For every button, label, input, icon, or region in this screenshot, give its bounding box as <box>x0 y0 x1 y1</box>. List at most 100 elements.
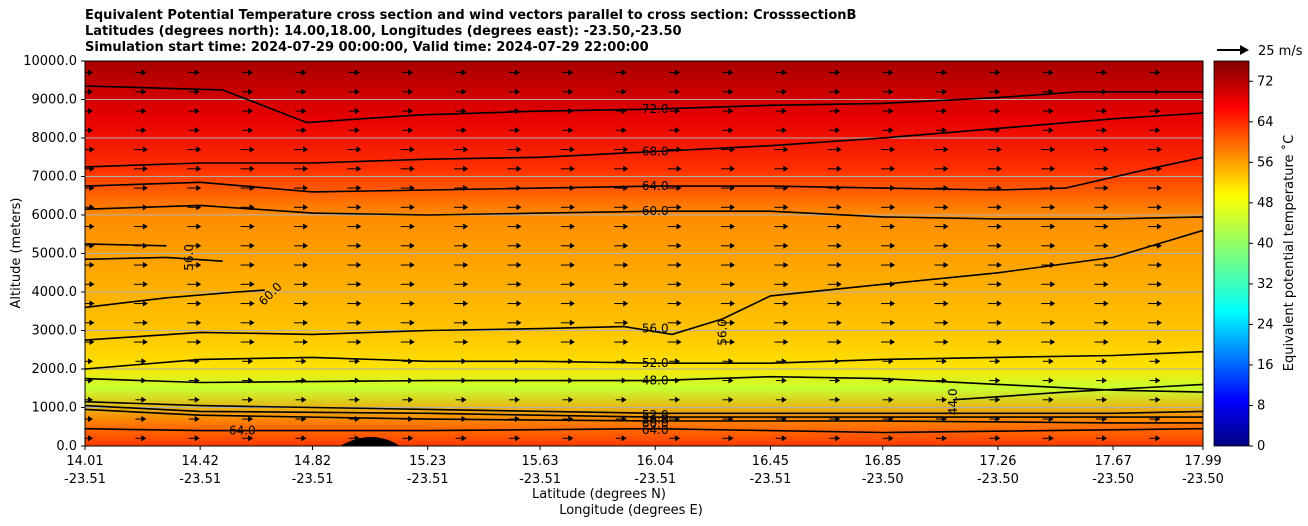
wind-vector-head <box>249 300 255 307</box>
wind-vector-head <box>996 185 1002 192</box>
wind-vector-head <box>1155 396 1161 403</box>
wind-vector-head <box>249 319 255 326</box>
wind-vector-head <box>835 108 841 115</box>
wind-vector-head <box>408 396 414 403</box>
wind-vector-head <box>835 377 841 384</box>
wind-vector-head <box>1048 127 1054 134</box>
contour-line-68 <box>85 112 1203 168</box>
y-tick-label: 0.0 <box>56 439 77 454</box>
wind-vector-head <box>302 146 308 153</box>
wind-vector-head <box>728 358 734 365</box>
wind-vector-head <box>409 281 415 288</box>
wind-vector-head <box>1155 377 1161 384</box>
x-axis-label-lat: Latitude (degrees N) <box>532 487 666 502</box>
x-tick-label-lon: -23.51 <box>519 472 561 487</box>
wind-vector-head <box>196 281 202 288</box>
wind-vector-head <box>941 416 947 423</box>
wind-vector-head <box>729 146 735 153</box>
wind-vector-head <box>196 242 202 249</box>
wind-vector-head <box>783 319 789 326</box>
wind-vector-head <box>1155 127 1161 134</box>
wind-vector-head <box>196 262 202 269</box>
wind-vector-head <box>783 339 789 346</box>
wind-vector-head <box>888 435 894 442</box>
wind-vector-head <box>461 69 467 76</box>
wind-vector-head <box>995 396 1001 403</box>
x-tick-label-lon: -23.51 <box>64 472 106 487</box>
wind-vector-head <box>356 339 362 346</box>
wind-vector-head <box>516 262 522 269</box>
wind-vector-head <box>1102 435 1108 442</box>
wind-vector-head <box>1155 435 1161 442</box>
wind-vector-head <box>409 339 415 346</box>
wind-vector-head <box>514 127 520 134</box>
wind-vector-head <box>781 108 787 115</box>
wind-vector-head <box>249 146 255 153</box>
wind-vector-head <box>141 88 147 95</box>
x-tick-label-lon: -23.51 <box>292 472 334 487</box>
wind-vector-head <box>356 165 362 172</box>
wind-vector-head <box>1103 319 1109 326</box>
wind-vector-head <box>302 262 308 269</box>
wind-vector-head <box>463 185 469 192</box>
wind-vector-head <box>514 435 520 442</box>
wind-vector-head <box>142 165 148 172</box>
wind-vector-head <box>1156 262 1162 269</box>
wind-vector-head <box>1155 69 1161 76</box>
wind-vector-head <box>888 358 894 365</box>
wind-vector-head <box>569 185 575 192</box>
wind-vector-head <box>89 319 95 326</box>
wind-vector-head <box>569 242 575 249</box>
wind-vector-head <box>302 242 308 249</box>
wind-vector-head <box>996 319 1002 326</box>
wind-vector-head <box>88 108 93 115</box>
x-tick-label-lon: -23.50 <box>1092 472 1134 487</box>
wind-vector-head <box>1103 339 1109 346</box>
wind-vector-head <box>514 416 520 423</box>
wind-vector-head <box>249 339 255 346</box>
wind-vector-head <box>1050 319 1056 326</box>
contour-line-56 <box>85 404 1203 418</box>
x-tick-label-lat: 16.85 <box>864 454 901 469</box>
wind-vector-head <box>89 223 95 230</box>
contour-line-56 <box>85 229 1203 341</box>
wind-vector-head <box>302 319 308 326</box>
wind-vector-head <box>781 358 787 365</box>
wind-vector-head <box>142 281 148 288</box>
colorbar-tick-label: 8 <box>1257 398 1265 413</box>
x-tick-label-lat: 16.45 <box>752 454 789 469</box>
wind-vector-head <box>88 88 93 95</box>
wind-vector-head <box>354 127 360 134</box>
wind-vector-head <box>621 108 627 115</box>
wind-vector-head <box>1155 108 1161 115</box>
wind-vector-head <box>728 88 734 95</box>
wind-vector-head <box>675 88 681 95</box>
wind-vector-head <box>89 281 95 288</box>
colorbar-tick-label: 24 <box>1257 317 1274 332</box>
wind-vector-head <box>675 69 681 76</box>
wind-vector-head <box>516 319 522 326</box>
wind-vector-head <box>194 416 200 423</box>
wind-vector-head <box>516 146 522 153</box>
contour-line-60 <box>85 289 265 309</box>
contour-line-60 <box>85 204 1203 220</box>
x-tick-label-lon: -23.51 <box>407 472 449 487</box>
wind-vector-head <box>675 377 681 384</box>
wind-vector-head <box>996 300 1002 307</box>
wind-vector-head <box>89 185 95 192</box>
colorbar <box>1213 60 1250 447</box>
wind-vector-head <box>88 127 93 134</box>
wind-vector-head <box>568 69 574 76</box>
wind-vector-head <box>781 396 787 403</box>
contour-label: 56.0 <box>642 322 669 336</box>
wind-vector-head <box>356 146 362 153</box>
wind-vector-head <box>408 358 414 365</box>
wind-vector-head <box>1050 223 1056 230</box>
wind-vector-head <box>196 319 202 326</box>
wind-vector-head <box>890 281 896 288</box>
wind-vector-head <box>621 435 627 442</box>
wind-vector-head <box>890 223 896 230</box>
wind-vector-head <box>569 319 575 326</box>
wind-vector-head <box>194 127 200 134</box>
wind-vector-head <box>408 377 414 384</box>
